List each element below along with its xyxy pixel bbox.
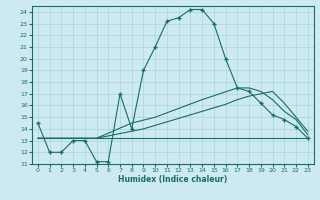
X-axis label: Humidex (Indice chaleur): Humidex (Indice chaleur) bbox=[118, 175, 228, 184]
